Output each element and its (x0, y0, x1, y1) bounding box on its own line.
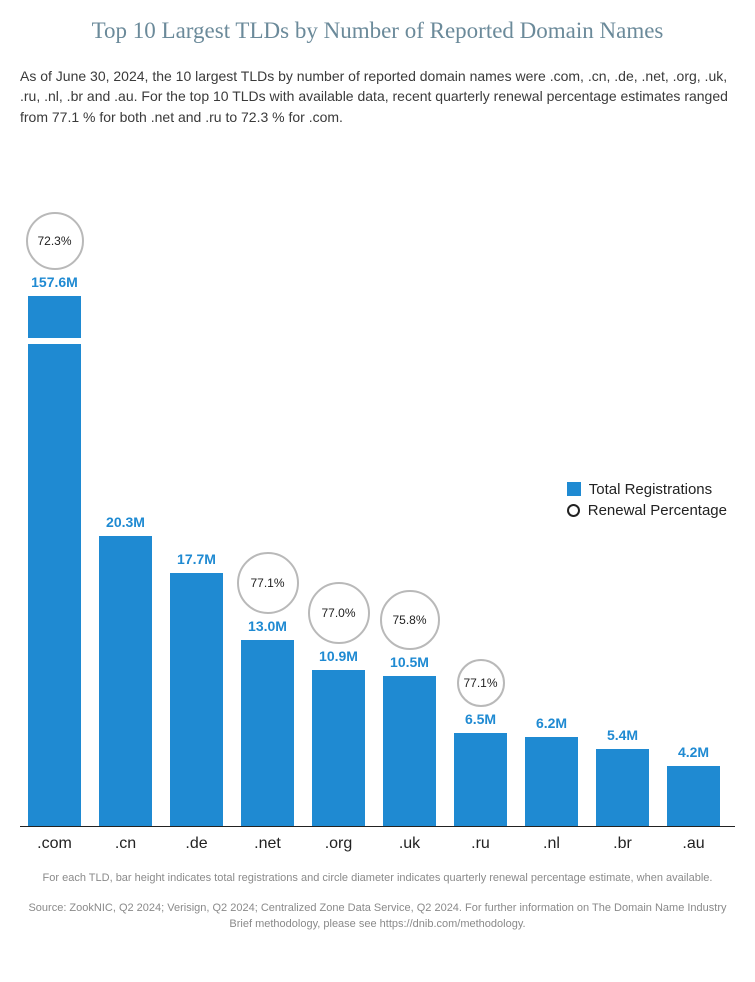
footnote-1: For each TLD, bar height indicates total… (18, 871, 737, 887)
value-label: 4.2M (656, 744, 730, 760)
bar-rect (241, 640, 294, 826)
page: Top 10 Largest TLDs by Number of Reporte… (0, 0, 755, 982)
bar: 4.2M (667, 766, 720, 826)
bar-rect (170, 573, 223, 826)
category-label: .com (19, 835, 90, 853)
bar: 6.2M (525, 737, 578, 826)
bar-rect (667, 766, 720, 826)
value-label: 10.9M (301, 648, 375, 664)
value-label: 13.0M (230, 618, 304, 634)
bar: 20.3M (99, 536, 152, 826)
category-label: .ru (445, 835, 516, 853)
value-label: 17.7M (159, 551, 233, 567)
plot: 157.6M72.3%20.3M17.7M13.0M77.1%10.9M77.0… (20, 186, 735, 827)
value-label: 5.4M (585, 727, 659, 743)
axis-break (28, 338, 81, 344)
value-label: 20.3M (88, 514, 162, 530)
bar: 5.4M (596, 749, 649, 826)
bar-rect (28, 296, 81, 826)
renewal-circle: 72.3% (26, 212, 84, 270)
category-label: .nl (516, 835, 587, 853)
bar: 6.5M77.1% (454, 733, 507, 826)
value-label: 6.2M (514, 715, 588, 731)
renewal-circle: 77.1% (237, 552, 299, 614)
bar: 13.0M77.1% (241, 640, 294, 826)
footnote-2: Source: ZookNIC, Q2 2024; Verisign, Q2 2… (18, 901, 737, 933)
bar: 10.5M75.8% (383, 676, 436, 826)
chart-title: Top 10 Largest TLDs by Number of Reporte… (18, 18, 737, 44)
bar: 17.7M (170, 573, 223, 826)
bar-rect (312, 670, 365, 826)
chart-area: Total Registrations Renewal Percentage 1… (20, 157, 735, 857)
renewal-circle: 77.1% (457, 659, 505, 707)
renewal-circle: 77.0% (308, 582, 370, 644)
category-label: .au (658, 835, 729, 853)
category-label: .de (161, 835, 232, 853)
category-label: .org (303, 835, 374, 853)
value-label: 6.5M (443, 711, 517, 727)
category-label: .cn (90, 835, 161, 853)
bar: 10.9M77.0% (312, 670, 365, 826)
bar-rect (383, 676, 436, 826)
category-label: .net (232, 835, 303, 853)
bar: 157.6M72.3% (28, 296, 81, 826)
value-label: 10.5M (372, 654, 446, 670)
category-label: .uk (374, 835, 445, 853)
bar-rect (454, 733, 507, 826)
intro-text: As of June 30, 2024, the 10 largest TLDs… (20, 66, 737, 127)
category-label: .br (587, 835, 658, 853)
renewal-circle: 75.8% (380, 590, 440, 650)
bar-rect (525, 737, 578, 826)
bar-rect (99, 536, 152, 826)
bar-rect (596, 749, 649, 826)
value-label: 157.6M (17, 274, 91, 290)
